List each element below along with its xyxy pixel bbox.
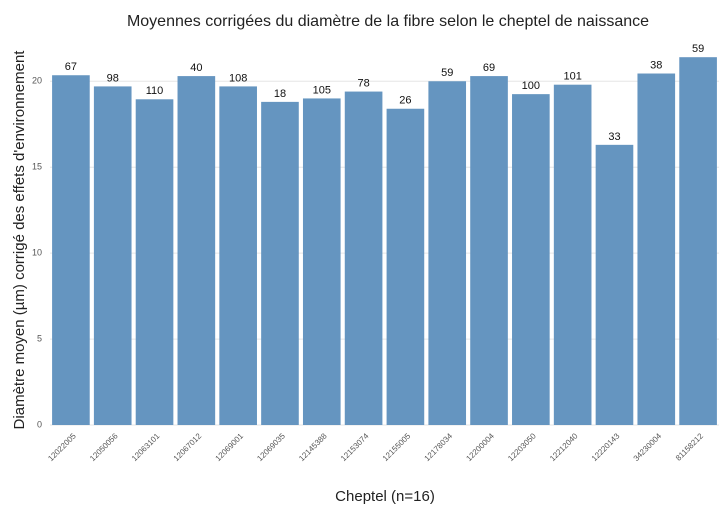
bar — [428, 81, 467, 425]
bar-label: 40 — [190, 62, 202, 74]
x-tick-label: 12178034 — [423, 431, 455, 463]
bar — [553, 84, 592, 425]
bar-label: 26 — [399, 95, 411, 107]
y-tick-label: 5 — [37, 333, 42, 343]
bar-label: 59 — [441, 67, 453, 79]
bar — [219, 86, 257, 425]
x-tick-label: 12145388 — [297, 431, 329, 463]
bar-label: 101 — [563, 71, 581, 83]
x-tick-label: 81158212 — [674, 431, 706, 463]
bar — [52, 75, 90, 425]
chart-title: Moyennes corrigées du diamètre de la fib… — [127, 13, 649, 30]
bar — [470, 76, 508, 425]
y-tick-label: 20 — [32, 76, 42, 86]
y-tick-label: 10 — [32, 248, 42, 258]
bar-label: 100 — [522, 80, 540, 92]
x-tick-label: 12050056 — [88, 431, 120, 463]
x-tick-label: 12063101 — [130, 431, 162, 463]
y-tick-label: 15 — [32, 162, 42, 172]
bar-label: 18 — [274, 88, 286, 100]
bar-label: 108 — [229, 72, 247, 84]
bar — [512, 94, 550, 425]
x-tick-label: 12155005 — [381, 431, 413, 463]
x-axis-label: Cheptel (n=16) — [335, 488, 435, 505]
bar — [595, 144, 634, 425]
bar — [93, 86, 132, 425]
x-tick-label: 12153074 — [339, 431, 371, 463]
x-tick-label: 12212040 — [548, 431, 580, 463]
bar-label: 67 — [65, 61, 77, 73]
bar — [637, 73, 676, 425]
bar-label: 38 — [650, 59, 662, 71]
bar-label: 33 — [608, 131, 620, 143]
y-axis-label: Diamètre moyen (µm) corrigé des effets d… — [11, 50, 28, 430]
x-tick-label: 12069001 — [214, 431, 246, 463]
bar-label: 110 — [146, 85, 164, 97]
x-tick-label: 12022005 — [46, 431, 78, 463]
bar-label: 69 — [483, 62, 495, 74]
x-tick-label: 12220143 — [590, 431, 622, 463]
x-tick-label: 12069035 — [255, 431, 287, 463]
bar — [135, 99, 174, 425]
x-tick-label: 34230004 — [632, 431, 664, 463]
bar-label: 98 — [107, 72, 119, 84]
bar — [261, 101, 299, 425]
x-tick-label: 12067012 — [172, 431, 204, 463]
bar-label: 78 — [357, 77, 369, 89]
bar — [302, 98, 341, 425]
bar-label: 59 — [692, 43, 704, 55]
bar — [344, 91, 383, 425]
bar — [177, 76, 216, 425]
y-tick-label: 0 — [37, 419, 42, 429]
x-tick-label: 12200004 — [464, 431, 496, 463]
bar — [679, 57, 717, 425]
bar — [386, 108, 425, 425]
x-tick-label: 12203050 — [506, 431, 538, 463]
bar-label: 105 — [313, 84, 331, 96]
